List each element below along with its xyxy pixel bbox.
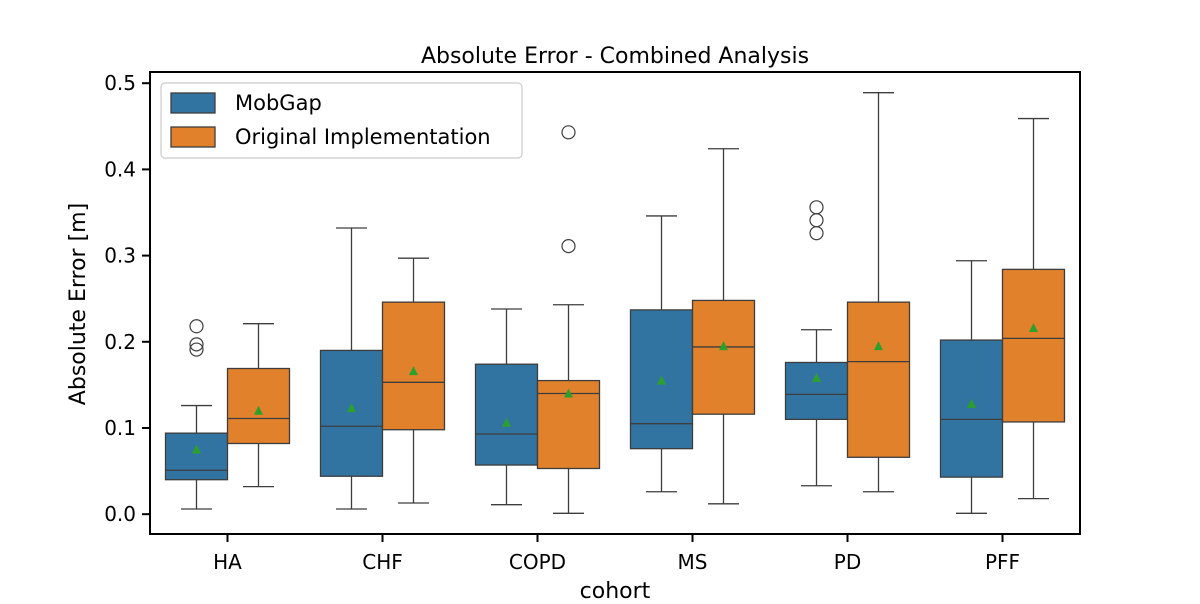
y-tick-label: 0.5 xyxy=(104,71,136,95)
mean-marker xyxy=(254,405,263,415)
mean-marker xyxy=(967,398,976,408)
chart-title: Absolute Error - Combined Analysis xyxy=(421,44,809,69)
y-tick-label: 0.3 xyxy=(104,244,136,268)
outlier-point xyxy=(561,239,576,254)
legend-label: Original Implementation xyxy=(235,125,491,149)
x-tick-label: PFF xyxy=(985,550,1020,574)
y-axis-label: Absolute Error [m] xyxy=(66,203,91,405)
box-original-implementation-pff xyxy=(1001,117,1066,500)
mean-marker xyxy=(719,341,728,351)
mean-marker xyxy=(347,403,356,413)
outlier-point xyxy=(809,213,824,228)
y-tick-label: 0.2 xyxy=(104,330,136,354)
outlier-point xyxy=(809,226,824,241)
x-tick-label: PD xyxy=(834,550,861,574)
y-tick-label: 0.0 xyxy=(104,502,136,526)
mean-marker xyxy=(502,417,511,427)
mean-marker xyxy=(409,366,418,376)
outlier-point xyxy=(189,319,204,334)
box-body xyxy=(691,299,756,415)
box-body xyxy=(319,349,384,477)
outlier-point xyxy=(561,125,576,140)
mean-marker xyxy=(192,444,201,454)
x-tick-label: MS xyxy=(678,550,708,574)
box-body xyxy=(846,301,911,458)
legend-swatch xyxy=(170,92,216,114)
legend-frame xyxy=(160,82,523,159)
box-body xyxy=(784,361,849,421)
box-original-implementation-chf xyxy=(381,257,446,504)
outlier-point xyxy=(189,342,204,357)
x-tick-label: CHF xyxy=(362,550,403,574)
box-mobgap-ms xyxy=(629,215,694,493)
box-body xyxy=(939,339,1004,478)
x-tick-label: HA xyxy=(213,550,242,574)
plot-area xyxy=(164,92,1066,514)
box-mobgap-chf xyxy=(319,227,384,510)
box-body xyxy=(381,301,446,431)
plot-frame xyxy=(149,71,1081,535)
outlier-point xyxy=(809,200,824,215)
legend-label: MobGap xyxy=(235,91,322,115)
box-mobgap-ha xyxy=(164,319,229,510)
mean-marker xyxy=(812,372,821,382)
legend-swatch xyxy=(170,126,216,148)
box-mobgap-pd xyxy=(784,200,849,487)
box-original-implementation-copd xyxy=(536,125,601,514)
mean-marker xyxy=(1029,322,1038,332)
mean-marker xyxy=(657,375,666,385)
y-tick-label: 0.1 xyxy=(104,416,136,440)
box-body xyxy=(474,363,539,466)
y-tick-label: 0.4 xyxy=(104,157,136,181)
legend: MobGap Original Implementation xyxy=(160,82,523,159)
box-original-implementation-ms xyxy=(691,148,756,505)
box-mobgap-copd xyxy=(474,308,539,506)
box-mobgap-pff xyxy=(939,260,1004,514)
x-axis-label: cohort xyxy=(580,579,651,600)
x-tick-label: COPD xyxy=(509,550,566,574)
box-original-implementation-pd xyxy=(846,92,911,493)
box-body xyxy=(164,432,229,481)
box-body xyxy=(1001,268,1066,423)
outlier-point xyxy=(189,337,204,352)
mean-marker xyxy=(564,388,573,398)
box-original-implementation-ha xyxy=(226,323,291,488)
mean-marker xyxy=(874,341,883,351)
